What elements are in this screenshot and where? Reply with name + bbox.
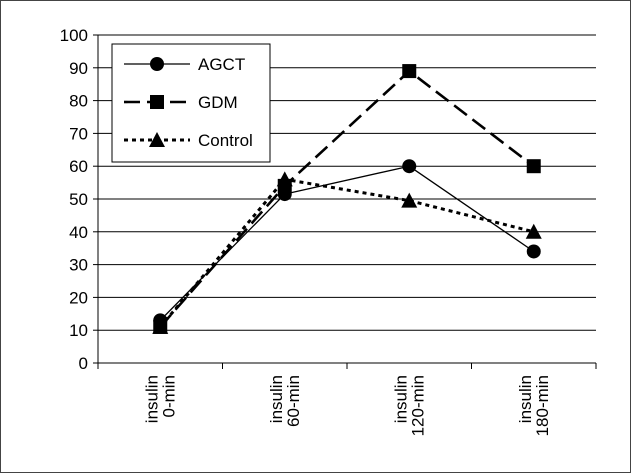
- legend-marker-agct: [150, 57, 164, 71]
- data-point-control: [276, 171, 293, 187]
- data-point-control: [525, 223, 542, 239]
- y-tick-label: 90: [69, 59, 88, 78]
- y-tick-label: 70: [69, 124, 88, 143]
- data-point-agct: [526, 244, 541, 259]
- legend: AGCT GDM Control: [111, 43, 271, 163]
- y-tick-label: 0: [79, 354, 88, 373]
- x-tick-label-line: insulin: [142, 375, 161, 423]
- x-tick-label-line: 120-min: [408, 375, 427, 436]
- y-tick-label: 50: [69, 190, 88, 209]
- x-tick-label-line: insulin: [391, 375, 410, 423]
- y-tick-label: 100: [60, 26, 88, 45]
- data-point-gdm: [526, 159, 541, 174]
- x-tick-label-line: 0-min: [159, 375, 178, 418]
- y-tick-label: 60: [69, 157, 88, 176]
- series-lines: [159, 69, 535, 328]
- legend-label-agct: AGCT: [198, 55, 245, 74]
- x-tick-label-line: insulin: [516, 375, 535, 423]
- data-point-control: [152, 318, 169, 334]
- y-tick-label: 10: [69, 321, 88, 340]
- x-tick-label-line: 180-min: [533, 375, 552, 436]
- series-line-gdm: [159, 69, 535, 328]
- y-tick-label: 80: [69, 92, 88, 111]
- x-tick-label-line: 60-min: [284, 375, 303, 427]
- legend-label-gdm: GDM: [198, 93, 238, 112]
- y-tick-label: 30: [69, 256, 88, 275]
- data-point-gdm: [402, 64, 417, 79]
- y-tick-label: 40: [69, 223, 88, 242]
- legend-label-control: Control: [198, 131, 253, 150]
- series-markers: [152, 64, 542, 334]
- y-tick-label: 20: [69, 288, 88, 307]
- data-point-agct: [402, 159, 417, 174]
- data-point-control: [401, 192, 418, 208]
- series-line-control: [159, 177, 535, 328]
- legend-marker-gdm: [150, 95, 164, 109]
- x-tick-label-line: insulin: [267, 375, 286, 423]
- legend-marker-control: [149, 132, 165, 147]
